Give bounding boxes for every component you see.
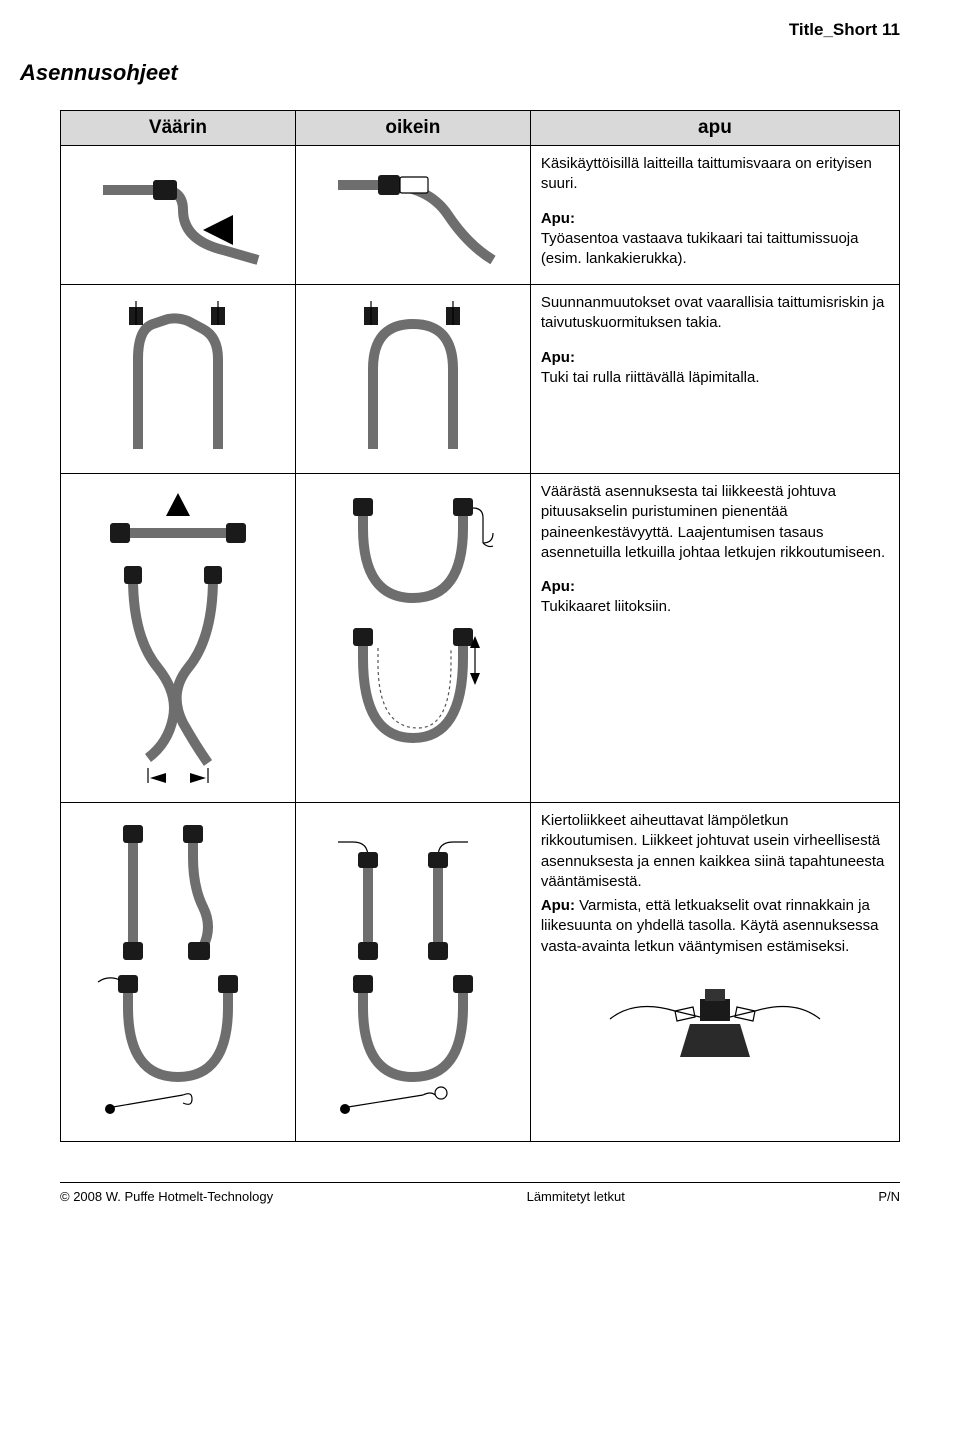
header-page-ref: Title_Short 11 bbox=[60, 20, 900, 40]
diagram-cell bbox=[295, 474, 530, 803]
counter-wrench-icon bbox=[605, 969, 825, 1059]
diagram-cell bbox=[61, 803, 296, 1142]
u-bend-smooth-icon bbox=[328, 299, 498, 459]
body-text: Käsikäyttöisillä laitteilla taittumisvaa… bbox=[541, 154, 889, 195]
section-title: Asennusohjeet bbox=[20, 60, 900, 86]
torsion-ok-icon bbox=[323, 817, 503, 1127]
body-text: Tukikaaret liitoksiin. bbox=[541, 597, 889, 617]
body-text: Suunnanmuutokset ovat vaarallisia taittu… bbox=[541, 293, 889, 334]
table-row: Käsikäyttöisillä laitteilla taittumisvaa… bbox=[61, 146, 900, 285]
col-header-right: oikein bbox=[295, 111, 530, 146]
axial-compensation-ok-icon bbox=[323, 488, 503, 788]
hose-bend-ok-icon bbox=[328, 160, 498, 270]
body-text-inline: Varmista, että letkuakselit ovat rinnakk… bbox=[541, 897, 879, 955]
table-row: Väärästä asennuksesta tai liikkeestä joh… bbox=[61, 474, 900, 803]
diagram-cell bbox=[295, 285, 530, 474]
diagram-cell bbox=[295, 803, 530, 1142]
footer: © 2008 W. Puffe Hotmelt-Technology Lämmi… bbox=[60, 1182, 900, 1204]
diagram-cell bbox=[61, 474, 296, 803]
help-text-cell: Suunnanmuutokset ovat vaarallisia taittu… bbox=[530, 285, 899, 474]
col-header-help: apu bbox=[530, 111, 899, 146]
help-text-cell: Kiertoliikkeet aiheuttavat lämpöletkun r… bbox=[530, 803, 899, 1142]
body-text: Tuki tai rulla riittävällä läpimitalla. bbox=[541, 368, 889, 388]
diagram-cell bbox=[61, 285, 296, 474]
body-text: Väärästä asennuksesta tai liikkeestä joh… bbox=[541, 482, 889, 563]
apu-label: Apu: bbox=[541, 897, 575, 914]
help-text-cell: Väärästä asennuksesta tai liikkeestä joh… bbox=[530, 474, 899, 803]
body-text: Työasentoa vastaava tukikaari tai taittu… bbox=[541, 229, 889, 270]
diagram-cell bbox=[295, 146, 530, 285]
torsion-wrong-icon bbox=[88, 817, 268, 1127]
body-text: Kiertoliikkeet aiheuttavat lämpöletkun r… bbox=[541, 811, 889, 892]
table-row: Suunnanmuutokset ovat vaarallisia taittu… bbox=[61, 285, 900, 474]
apu-label: Apu: bbox=[541, 209, 889, 229]
col-header-wrong: Väärin bbox=[61, 111, 296, 146]
axial-compression-wrong-icon bbox=[88, 488, 268, 788]
footer-pn: P/N bbox=[878, 1189, 900, 1204]
table-row: Kiertoliikkeet aiheuttavat lämpöletkun r… bbox=[61, 803, 900, 1142]
hose-kink-wrong-icon bbox=[93, 160, 263, 270]
instructions-table: Väärin oikein apu bbox=[60, 110, 900, 1142]
u-bend-kinked-icon bbox=[93, 299, 263, 459]
help-text-cell: Käsikäyttöisillä laitteilla taittumisvaa… bbox=[530, 146, 899, 285]
apu-label: Apu: bbox=[541, 577, 889, 597]
diagram-cell bbox=[61, 146, 296, 285]
body-text: Apu: Varmista, että letkuakselit ovat ri… bbox=[541, 896, 889, 957]
apu-label: Apu: bbox=[541, 348, 889, 368]
footer-copyright: © 2008 W. Puffe Hotmelt-Technology bbox=[60, 1189, 273, 1204]
page: Title_Short 11 Asennusohjeet Väärin oike… bbox=[0, 0, 960, 1224]
footer-title: Lämmitetyt letkut bbox=[527, 1189, 625, 1204]
